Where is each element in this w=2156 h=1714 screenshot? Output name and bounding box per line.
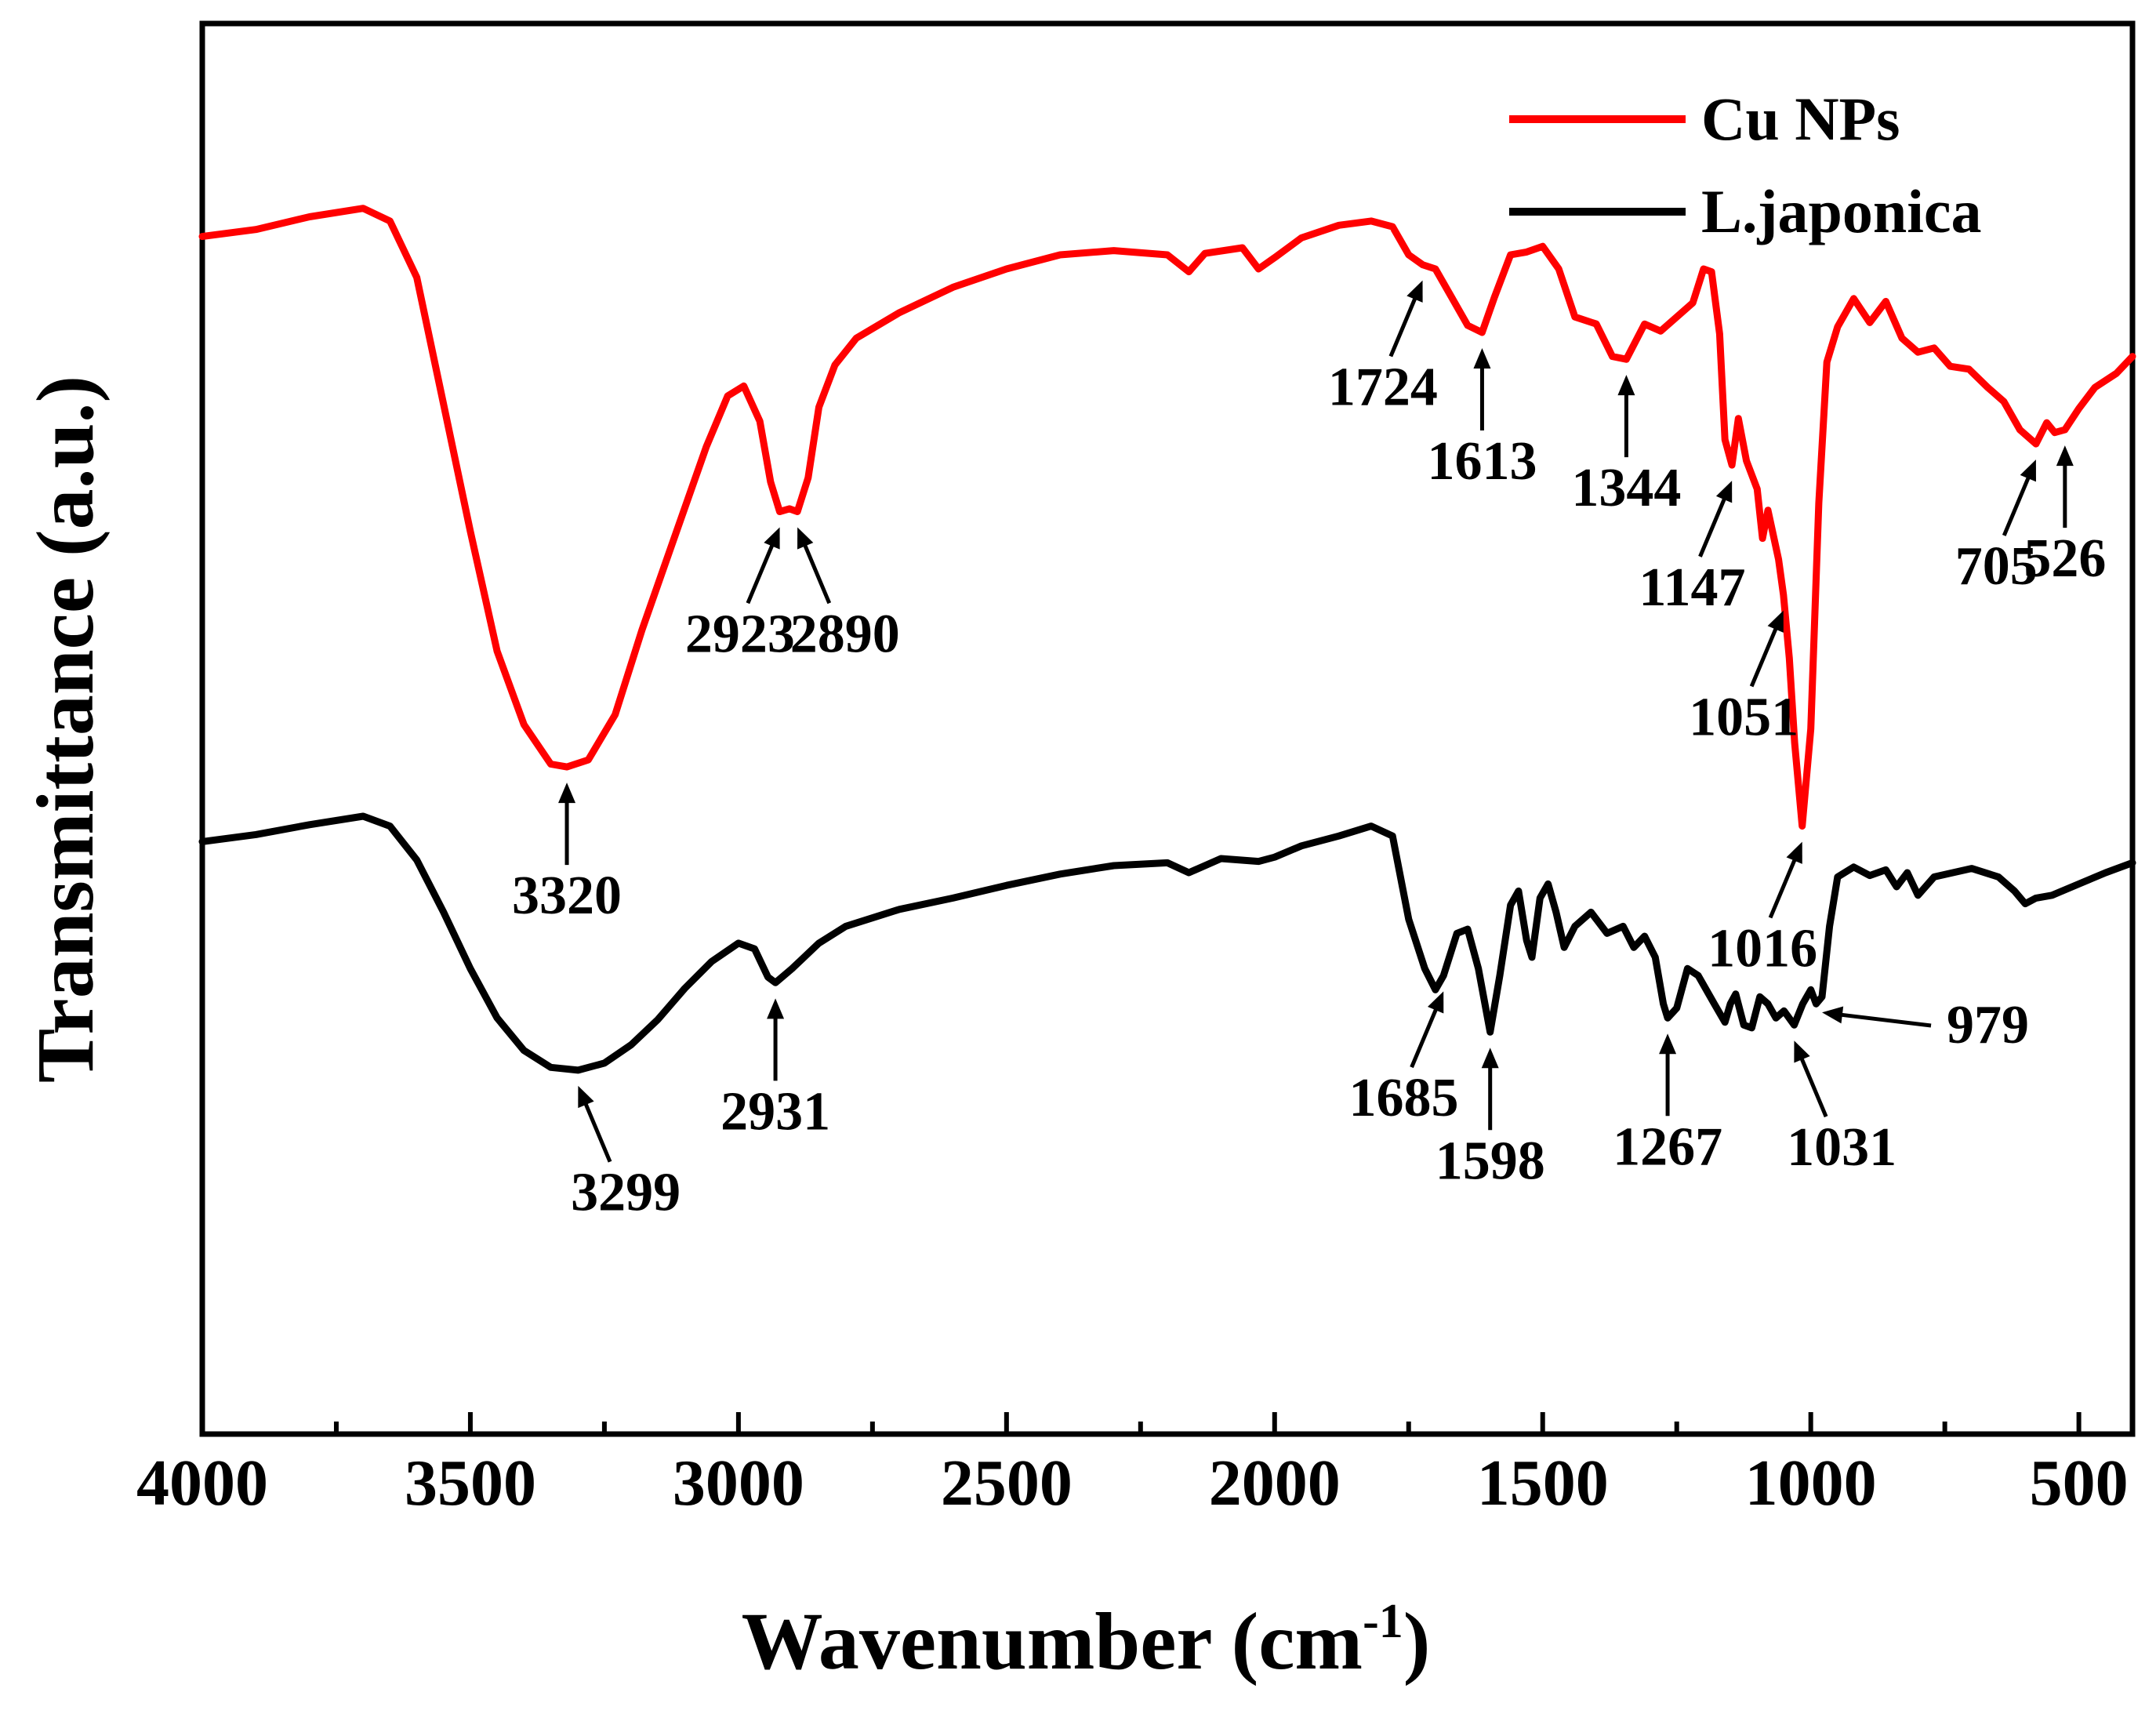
peak-arrow-head-1267 [1659, 1033, 1677, 1055]
peak-annotation-979: 979 [1822, 995, 2029, 1055]
peak-arrow-head-2923 [764, 527, 780, 550]
peak-arrow-head-2890 [797, 527, 814, 550]
peak-arrow-head-526 [2056, 445, 2074, 467]
peak-arrow-head-3299 [578, 1085, 594, 1109]
peak-arrow-head-1051 [1767, 610, 1784, 633]
peak-arrow-head-1016 [1786, 841, 1802, 864]
peak-annotation-526: 526 [2024, 445, 2106, 589]
peak-label-2923: 2923 [685, 604, 795, 664]
peak-label-1613: 1613 [1427, 431, 1537, 492]
peak-arrow-head-1724 [1406, 280, 1423, 303]
y-axis-label: Transmittance (a.u.) [20, 376, 111, 1083]
peak-label-979: 979 [1947, 995, 2029, 1055]
peak-arrow-1031 [1798, 1052, 1828, 1118]
peak-label-2931: 2931 [720, 1081, 830, 1142]
x-tick-label-3000: 3000 [673, 1447, 804, 1520]
peak-annotation-1147: 1147 [1639, 481, 1746, 618]
series-line-l-japonica [198, 812, 2136, 1074]
peak-annotation-1613: 1613 [1427, 347, 1537, 492]
peak-arrow-head-705 [2020, 459, 2036, 482]
peak-label-2890: 2890 [790, 604, 900, 664]
x-axis-tick-labels: 4000 3500 3000 2500 2000 1500 1000 500 [136, 1447, 2129, 1520]
peak-label-1016: 1016 [1708, 918, 1817, 979]
peak-annotation-3299: 3299 [571, 1085, 681, 1223]
peak-annotation-2923: 2923 [685, 527, 795, 664]
peak-label-1051: 1051 [1689, 687, 1798, 747]
peak-arrow-2890 [800, 539, 832, 605]
peak-annotation-3320: 3320 [512, 783, 622, 926]
peak-annotation-1685: 1685 [1349, 991, 1459, 1128]
peak-label-1147: 1147 [1639, 557, 1745, 618]
x-axis-ticks [200, 1412, 2082, 1434]
peak-label-1598: 1598 [1436, 1131, 1545, 1191]
peak-annotation-2890: 2890 [790, 527, 900, 664]
peak-label-1344: 1344 [1571, 458, 1681, 518]
peak-annotation-1598: 1598 [1436, 1048, 1545, 1191]
legend-label-l-japonica: L.japonica [1701, 177, 1982, 245]
peak-annotation-1051: 1051 [1689, 610, 1798, 747]
x-tick-label-3500: 3500 [405, 1447, 536, 1520]
x-tick-label-1500: 1500 [1477, 1447, 1609, 1520]
peak-arrow-3299 [582, 1098, 612, 1163]
peak-annotation-1724: 1724 [1328, 280, 1438, 417]
legend: Cu NPs L.japonica [1509, 85, 1982, 245]
x-axis-label-superscript: -1 [1363, 1595, 1403, 1648]
peak-arrow-1051 [1749, 623, 1780, 688]
x-tick-label-500: 500 [2030, 1447, 2129, 1520]
peak-label-1724: 1724 [1328, 357, 1438, 417]
peak-arrow-1724 [1388, 292, 1419, 358]
peak-annotation-1267: 1267 [1613, 1033, 1722, 1177]
peak-annotation-1031: 1031 [1787, 1040, 1896, 1178]
peak-arrow-head-1598 [1481, 1048, 1499, 1069]
peak-arrow-head-1685 [1427, 991, 1444, 1014]
plot-frame [199, 20, 2136, 1437]
peak-label-1267: 1267 [1613, 1117, 1722, 1177]
legend-label-cu-nps: Cu NPs [1701, 85, 1900, 153]
peak-label-1031: 1031 [1787, 1117, 1896, 1178]
peak-arrow-head-1613 [1473, 347, 1491, 369]
peak-arrow-head-1344 [1617, 375, 1635, 396]
peak-annotation-1016: 1016 [1708, 841, 1817, 979]
x-tick-label-4000: 4000 [136, 1447, 268, 1520]
series-line-cu-nps [198, 205, 2136, 830]
peak-annotation-1344: 1344 [1571, 375, 1681, 518]
peak-arrow-2923 [746, 539, 776, 605]
peak-arrow-1016 [1768, 854, 1799, 919]
peak-arrow-head-979 [1822, 1006, 1844, 1024]
peak-arrow-head-1031 [1794, 1040, 1810, 1063]
peak-arrow-705 [2002, 471, 2033, 536]
peak-label-526: 526 [2024, 528, 2106, 589]
peak-annotation-705: 705 [1955, 459, 2038, 597]
peak-arrow-head-1147 [1715, 481, 1733, 503]
x-tick-label-2000: 2000 [1209, 1447, 1341, 1520]
peak-label-3299: 3299 [571, 1163, 681, 1223]
peak-annotation-2931: 2931 [720, 998, 830, 1142]
peak-label-705: 705 [1955, 536, 2038, 597]
peak-arrow-head-2931 [767, 998, 785, 1019]
peak-arrow-head-3320 [558, 783, 576, 804]
peak-label-1685: 1685 [1349, 1068, 1459, 1128]
peak-label-3320: 3320 [512, 866, 622, 926]
x-axis-label: Wavenumber (cm-1) [742, 1595, 1431, 1687]
series-layer [198, 205, 2136, 1074]
x-tick-label-1000: 1000 [1745, 1447, 1877, 1520]
peak-arrow-1685 [1410, 1003, 1440, 1069]
x-tick-label-2500: 2500 [941, 1447, 1073, 1520]
peak-arrow-1147 [1698, 492, 1729, 557]
peak-arrow-979 [1835, 1011, 1932, 1028]
